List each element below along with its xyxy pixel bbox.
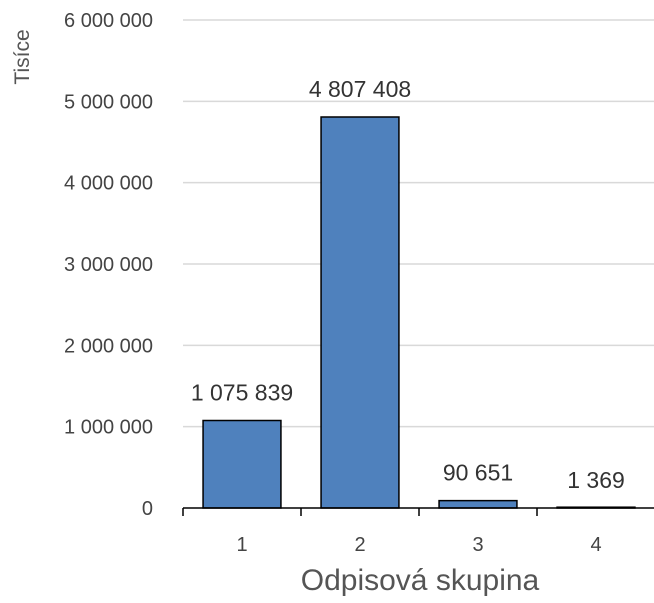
x-tick-label: 3: [472, 534, 483, 556]
axes: [182, 507, 654, 516]
y-tick-label: 1 000 000: [64, 417, 153, 439]
data-label: 4 807 408: [309, 76, 411, 102]
x-axis-title: Odpisová skupina: [301, 564, 540, 597]
data-label: 1 075 839: [191, 379, 293, 405]
y-tick-label: 4 000 000: [64, 173, 153, 195]
y-tick-label: 5 000 000: [64, 91, 153, 113]
y-tick-label: 3 000 000: [64, 254, 153, 276]
gridlines: [183, 19, 654, 428]
y-tick-label: 2 000 000: [64, 335, 153, 357]
bar-3: [438, 499, 518, 509]
y-tick-label: 0: [142, 498, 153, 520]
bars: [202, 116, 636, 509]
y-tick-label: 6 000 000: [64, 10, 153, 32]
x-tick-label: 4: [590, 534, 601, 556]
y-axis-title: Tisíce: [11, 29, 34, 84]
bar-1: [202, 419, 282, 509]
data-label: 90 651: [443, 460, 513, 486]
data-label: 1 369: [567, 467, 625, 493]
labels: 0 1 000 000 2 000 000 3 000 000 4 000 000 5 0…: [64, 10, 625, 556]
x-tick-label: 2: [354, 534, 365, 556]
x-tick-label: 1: [236, 534, 247, 556]
bar-2: [320, 116, 400, 509]
